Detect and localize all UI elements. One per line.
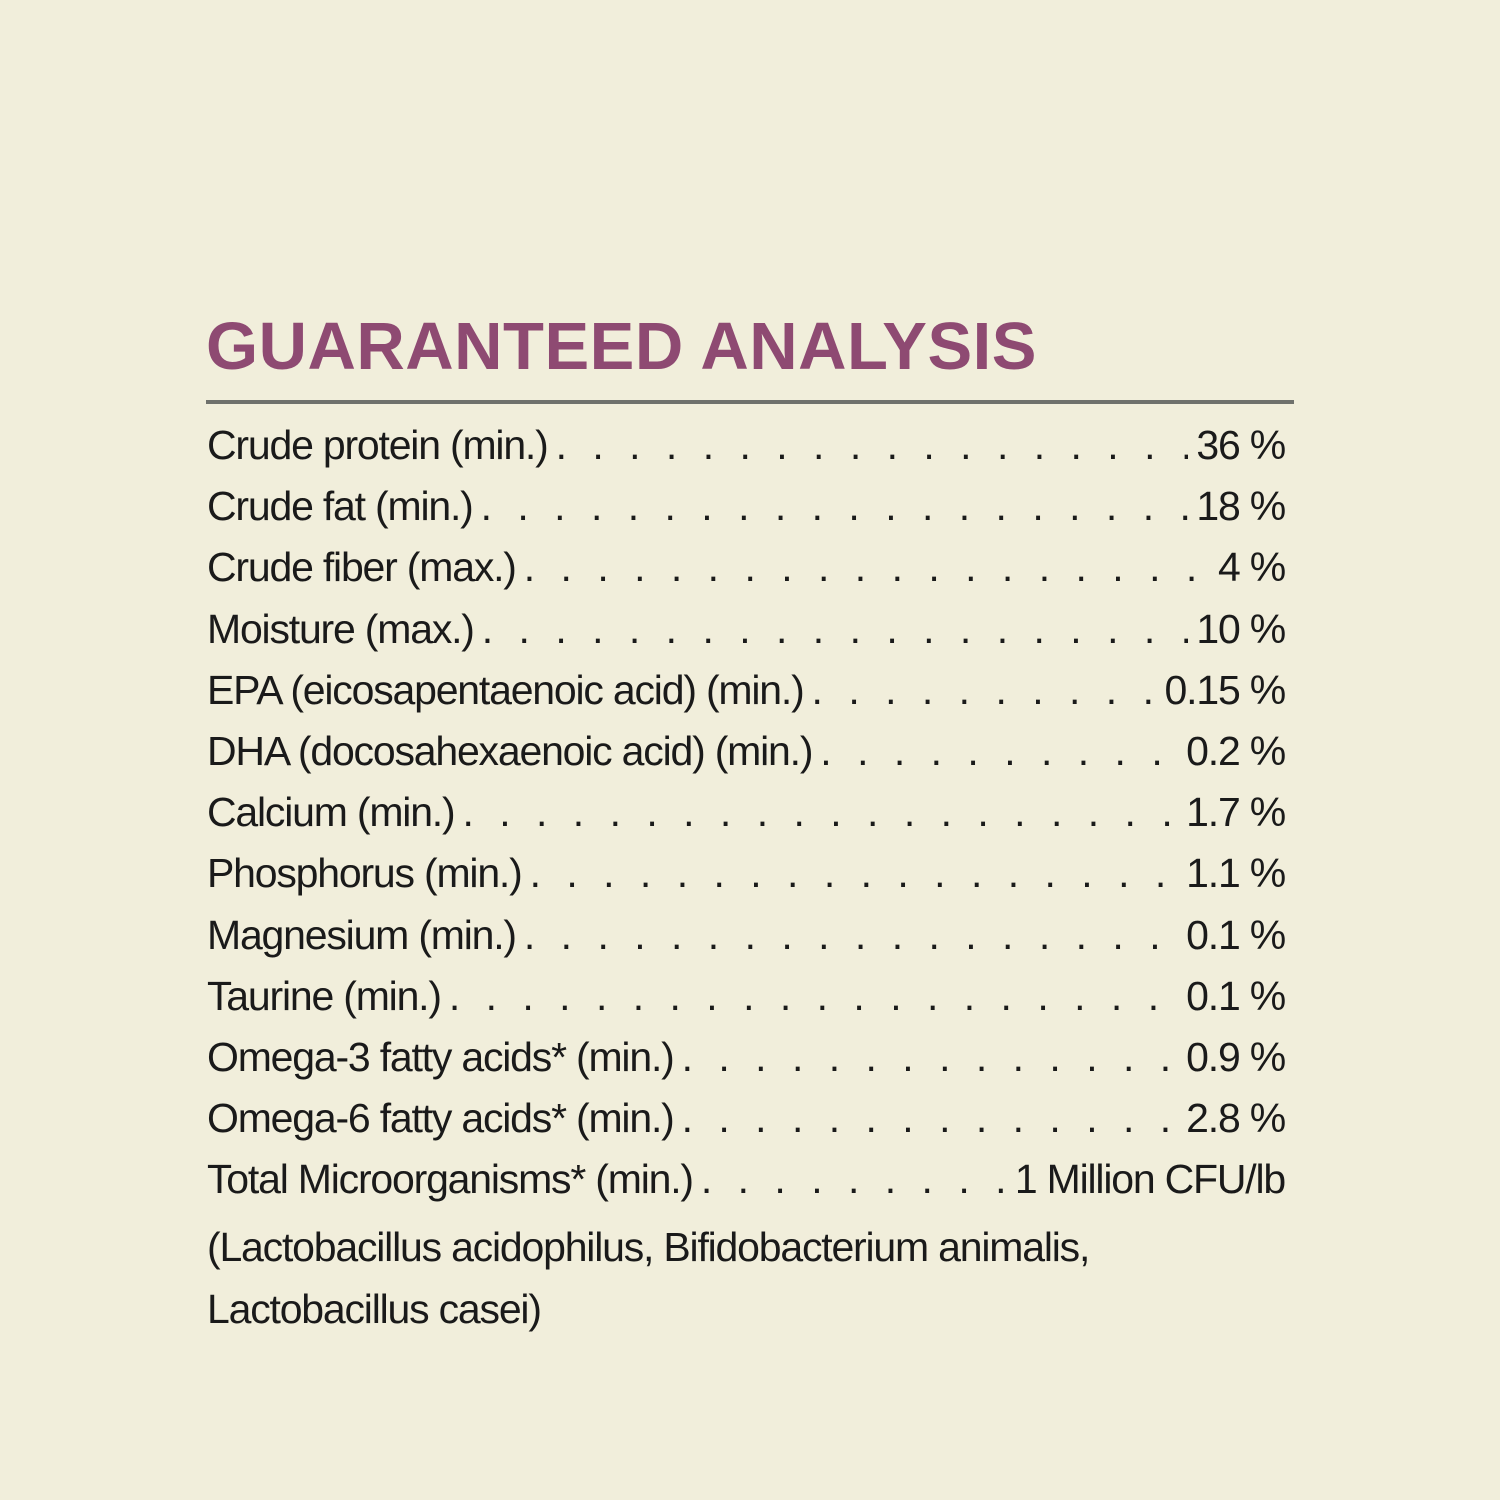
nutrient-value: 4 % [1217, 544, 1286, 591]
title-divider [206, 400, 1294, 404]
nutrient-label: Taurine (min.) [207, 972, 442, 1019]
analysis-row: Magnesium (min.) 0.1 % [207, 911, 1286, 973]
nutrient-value: 0.2 % [1186, 727, 1286, 774]
analysis-row: Total Microorganisms* (min.) 1 Million CF… [207, 1156, 1286, 1217]
dot-leader [682, 1034, 1179, 1081]
nutrient-label: Total Microorganisms* (min.) [207, 1156, 694, 1203]
analysis-row: EPA (eicosapentaenoic acid) (min.) 0.15 % [207, 666, 1287, 728]
nutrient-value: 1.7 % [1186, 789, 1286, 836]
analysis-row: Phosphorus (min.) 1.1 % [207, 850, 1286, 911]
analysis-table: Crude protein (min.) 36 % Crude fat (min.)… [207, 422, 1287, 1340]
dot-leader [530, 850, 1179, 897]
analysis-row: Omega-3 fatty acids* (min.) 0.9 % [207, 1033, 1286, 1095]
nutrient-label: Calcium (min.) [207, 789, 456, 836]
analysis-row: Crude fiber (max.) 4 % [207, 544, 1286, 605]
nutrient-label: Phosphorus (min.) [207, 850, 523, 897]
analysis-row: DHA (docosahexaenoic acid) (min.) 0.2 % [207, 727, 1286, 789]
dot-leader [482, 606, 1189, 653]
nutrient-value: 2.8 % [1186, 1095, 1286, 1142]
nutrient-label: Omega-3 fatty acids* (min.) [207, 1033, 675, 1080]
microorganism-note-line: (Lactobacillus acidophilus, Bifidobacter… [207, 1224, 1090, 1271]
nutrient-label: DHA (docosahexaenoic acid) (min.) [207, 727, 813, 774]
nutrient-label: Crude protein (min.) [207, 422, 549, 468]
nutrient-value: 0.1 % [1186, 911, 1286, 958]
nutrient-value: 18 % [1196, 483, 1286, 530]
analysis-row: Calcium (min.) 1.7 % [207, 789, 1286, 850]
dot-leader [524, 544, 1210, 591]
nutrient-value: 10 % [1196, 605, 1286, 652]
nutrient-label: Crude fiber (max.) [207, 544, 517, 591]
analysis-row: Crude fat (min.) 18 % [207, 483, 1286, 544]
analysis-row: Taurine (min.) 0.1 % [207, 972, 1286, 1034]
dot-leader [701, 1156, 1007, 1203]
nutrient-label: EPA (eicosapentaenoic acid) (min.) [207, 666, 805, 713]
dot-leader [462, 789, 1178, 836]
nutrient-label: Magnesium (min.) [207, 911, 517, 958]
nutrient-value: 1.1 % [1186, 850, 1286, 897]
dot-leader [812, 667, 1157, 714]
microorganism-note-line: Lactobacillus casei) [207, 1285, 542, 1332]
nutrient-value: 0.1 % [1186, 972, 1286, 1019]
page-title: GUARANTEED ANALYSIS [206, 309, 1037, 384]
dot-leader [449, 973, 1178, 1020]
dot-leader [524, 912, 1178, 959]
dot-leader [556, 422, 1189, 469]
nutrient-label: Crude fat (min.) [207, 483, 474, 530]
dot-leader [481, 483, 1189, 530]
analysis-row: Crude protein (min.) 36 % [207, 422, 1286, 483]
nutrient-value: 1 Million CFU/lb [1014, 1156, 1286, 1203]
dot-leader [682, 1095, 1179, 1142]
analysis-row: Moisture (max.) 10 % [207, 605, 1286, 667]
nutrient-value: 0.9 % [1186, 1033, 1286, 1080]
nutrient-label: Omega-6 fatty acids* (min.) [207, 1095, 675, 1142]
analysis-row: Omega-6 fatty acids* (min.) 2.8 % [207, 1095, 1286, 1156]
nutrient-label: Moisture (max.) [207, 605, 475, 652]
nutrient-value: 0.15 % [1164, 666, 1287, 713]
nutrient-value: 36 % [1196, 422, 1286, 468]
dot-leader [820, 728, 1178, 775]
